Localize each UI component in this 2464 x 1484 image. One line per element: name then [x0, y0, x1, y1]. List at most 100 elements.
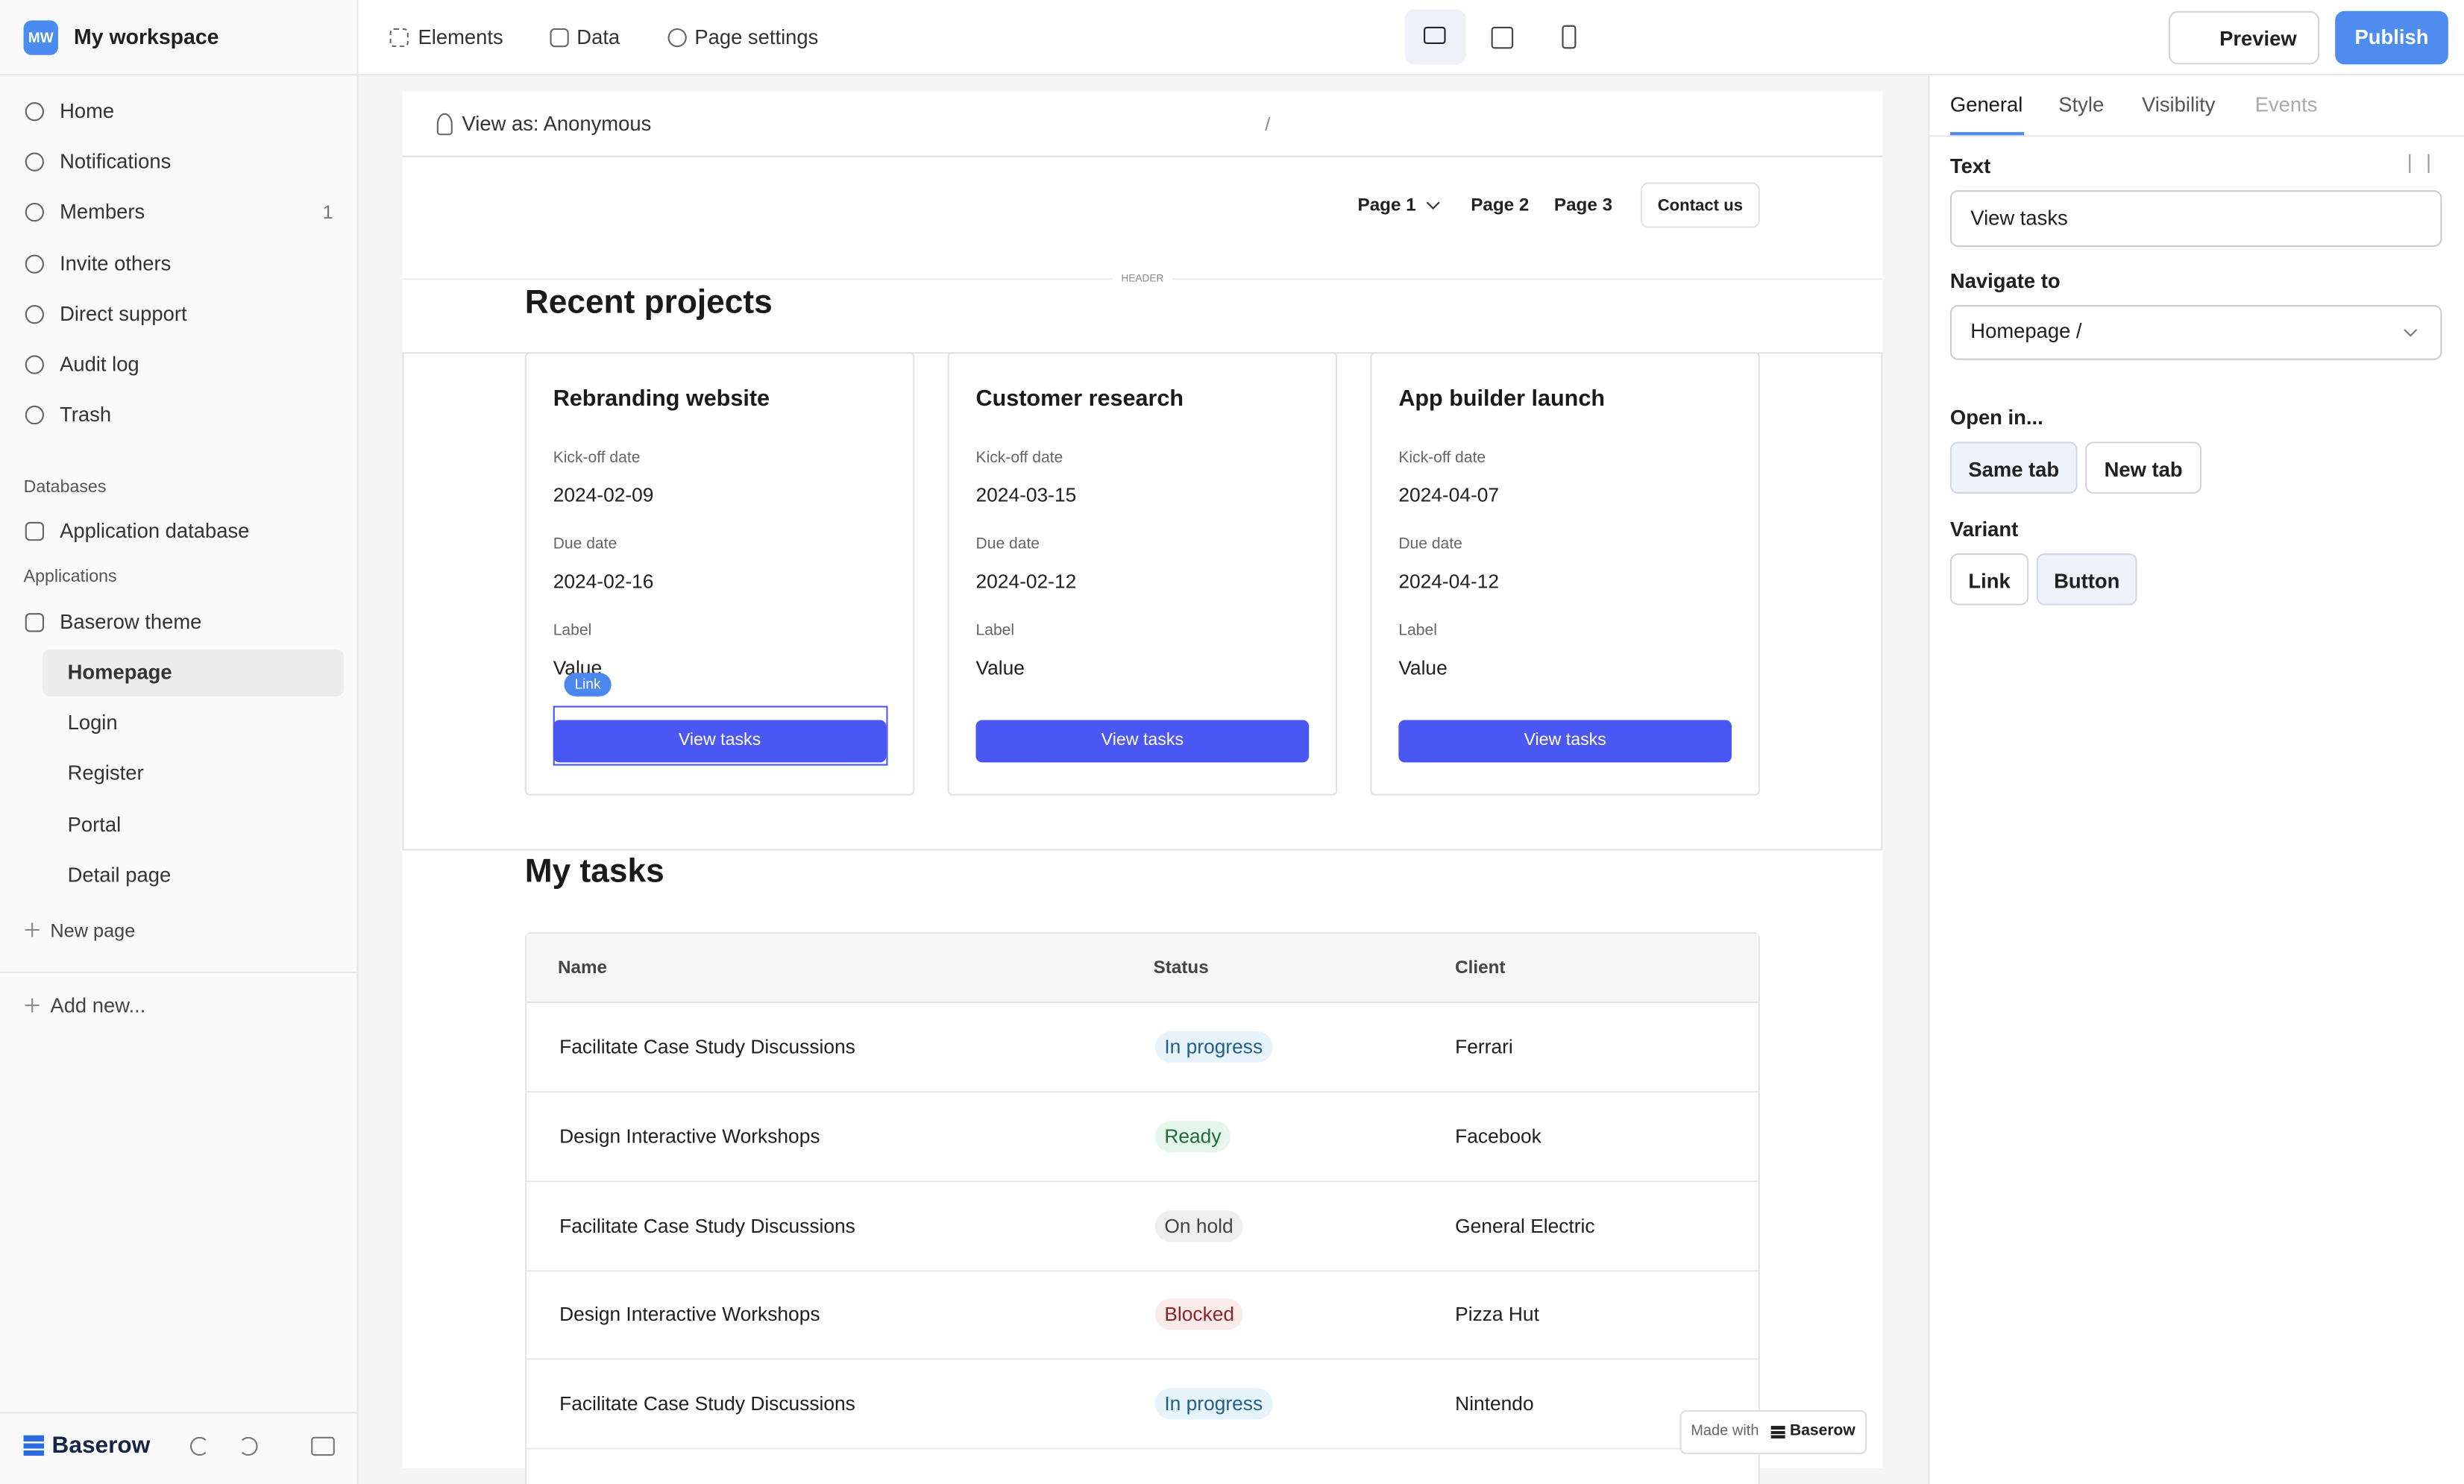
panel-tab[interactable]: Style: [2058, 92, 2105, 116]
select-value: Homepage /: [1970, 318, 2082, 343]
page-item[interactable]: Register: [67, 761, 144, 785]
section-title: Recent projects: [524, 284, 773, 321]
divider: [1928, 135, 2464, 137]
option-button[interactable]: Same tab: [1949, 441, 2078, 494]
section-title: My tasks: [524, 853, 664, 890]
icon: [25, 521, 44, 541]
option-button[interactable]: Link: [1949, 553, 2029, 606]
navigate-select[interactable]: [1949, 304, 2442, 360]
text-input[interactable]: [1949, 190, 2442, 247]
new-page[interactable]: New page: [50, 919, 136, 942]
row-divider: [526, 1359, 1759, 1361]
field-value: 2024-03-15: [975, 484, 1077, 506]
status-badge: In progress: [1154, 1031, 1272, 1063]
database-item[interactable]: Application database: [60, 518, 250, 543]
preview-nav[interactable]: Page 3: [1553, 196, 1613, 216]
card-button[interactable]: View tasks: [553, 720, 887, 763]
cell: Facebook: [1455, 1125, 1541, 1148]
option-button[interactable]: Button: [2036, 553, 2137, 606]
table: [524, 932, 1760, 1484]
cell: General Electric: [1455, 1214, 1595, 1237]
layout-toggle[interactable]: [311, 1436, 335, 1456]
panel-tab[interactable]: Events: [2254, 92, 2318, 116]
nav-item[interactable]: Trash: [60, 403, 112, 427]
field-label: Due date: [975, 535, 1040, 554]
field-label: Kick-off date: [553, 449, 641, 468]
undo[interactable]: [189, 1436, 210, 1456]
status-badge: Ready: [1154, 1120, 1231, 1152]
device-tablet[interactable]: [1491, 26, 1514, 49]
toolbar-button[interactable]: Data: [576, 25, 620, 49]
icon: [25, 102, 44, 122]
field-label: Due date: [553, 535, 617, 554]
sidebar: [0, 0, 359, 1484]
nav-item[interactable]: Direct support: [60, 301, 187, 325]
publish-button[interactable]: Publish: [2335, 10, 2448, 65]
redo[interactable]: [239, 1436, 258, 1456]
toolbar-button[interactable]: Elements: [418, 25, 503, 49]
input-value: View tasks: [1970, 206, 2068, 230]
device-desktop[interactable]: [1404, 9, 1466, 65]
icon: [389, 28, 409, 48]
toolbar-button[interactable]: Page settings: [694, 25, 819, 49]
add-new[interactable]: Add new...: [50, 993, 146, 1017]
panel-tab[interactable]: General: [1949, 92, 2023, 116]
option-button[interactable]: New tab: [2085, 441, 2202, 494]
formula-icon[interactable]: [2409, 154, 2430, 173]
contact-button[interactable]: Contact us: [1640, 182, 1760, 228]
nav-item[interactable]: Home: [60, 98, 115, 123]
icon: [25, 406, 44, 425]
nav-item[interactable]: Notifications: [60, 149, 172, 174]
application-item[interactable]: Baserow theme: [60, 609, 202, 634]
nav-item[interactable]: Invite others: [60, 251, 172, 275]
nav-count: 1: [322, 201, 333, 224]
workspace-name[interactable]: My workspace: [74, 25, 219, 49]
cell: Pizza Hut: [1455, 1304, 1539, 1326]
field-value: Value: [975, 657, 1025, 679]
field-value: Value: [1398, 657, 1448, 679]
selection-outline: [553, 705, 888, 766]
field-label: Label: [975, 622, 1015, 640]
page-highlight: [42, 649, 345, 697]
field-value: 2024-02-12: [975, 570, 1077, 593]
field-value: 2024-04-07: [1398, 484, 1500, 506]
field-value: 2024-04-12: [1398, 570, 1500, 593]
column-header: Name: [558, 958, 608, 978]
nav-item[interactable]: Members: [60, 200, 145, 224]
card-button[interactable]: View tasks: [975, 720, 1310, 763]
cell: Facilitate Case Study Discussions: [559, 1036, 855, 1058]
status-badge: On hold: [1154, 1210, 1243, 1242]
divider: [0, 971, 359, 973]
cell: Facilitate Case Study Discussions: [559, 1214, 855, 1237]
section-heading: Applications: [23, 567, 117, 587]
path: /: [1265, 113, 1271, 136]
row-divider: [526, 1180, 1759, 1182]
icon: [436, 113, 453, 136]
status-badge: Blocked: [1154, 1299, 1244, 1331]
cell: Design Interactive Workshops: [559, 1125, 820, 1148]
icon: [667, 28, 687, 48]
page-item[interactable]: Detail page: [67, 862, 172, 887]
card-title: App builder launch: [1398, 386, 1606, 412]
nav-item[interactable]: Audit log: [60, 352, 139, 376]
view-as[interactable]: View as: Anonymous: [462, 111, 652, 136]
icon: [1424, 26, 1446, 45]
preview-nav[interactable]: Page 1: [1357, 196, 1416, 216]
device-mobile[interactable]: [1562, 25, 1577, 49]
page-item[interactable]: Portal: [67, 812, 122, 836]
workspace-badge[interactable]: MW: [23, 20, 58, 55]
row-divider: [526, 1447, 1759, 1450]
preview-button[interactable]: Preview: [2168, 10, 2320, 65]
plus: [31, 922, 34, 937]
page-item[interactable]: Login: [67, 711, 118, 735]
preview-nav[interactable]: Page 2: [1471, 196, 1530, 216]
page-item[interactable]: Homepage: [67, 660, 172, 685]
field-value: 2024-02-16: [553, 570, 654, 593]
divider: [0, 74, 359, 76]
column-header: Client: [1455, 958, 1506, 978]
card-button[interactable]: View tasks: [1398, 720, 1732, 763]
icon: [25, 304, 44, 324]
cell: Ferrari: [1455, 1036, 1513, 1058]
panel-tab[interactable]: Visibility: [2141, 92, 2216, 116]
